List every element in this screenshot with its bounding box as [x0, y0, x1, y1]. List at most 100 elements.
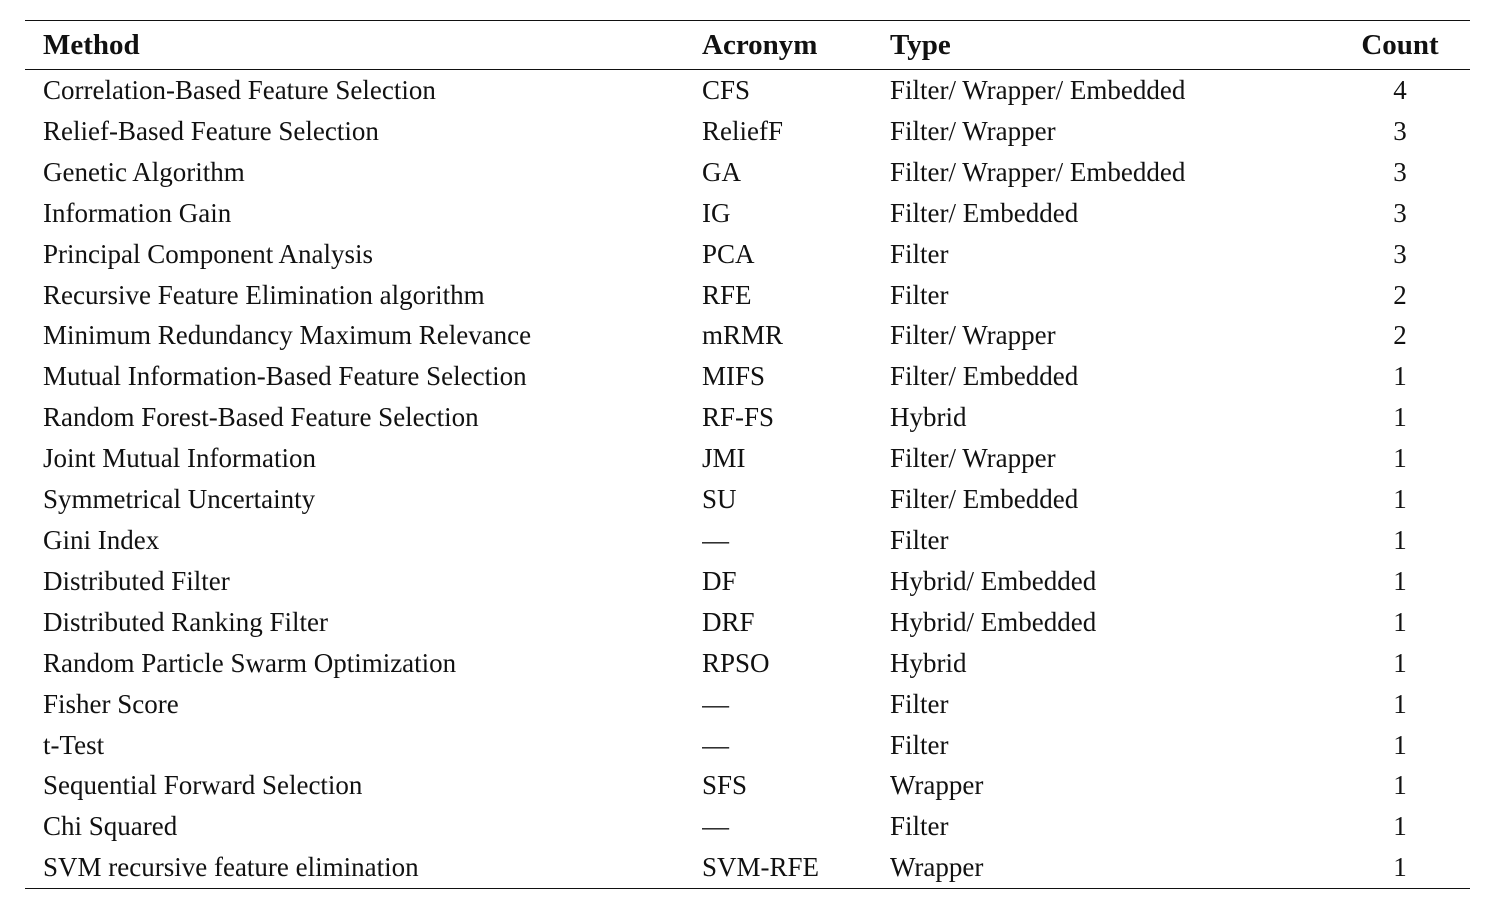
cell-type: Filter/ Embedded — [890, 484, 1079, 515]
cell-acronym: MIFS — [702, 361, 766, 392]
cell-acronym: RFE — [702, 279, 752, 310]
table-row: Random Particle Swarm Optimization RPSO Hy… — [25, 643, 1470, 684]
header-type: Type — [890, 29, 951, 61]
cell-count: 3 — [1393, 115, 1407, 146]
cell-count: 1 — [1393, 565, 1407, 596]
cell-method: Mutual Information-Based Feature Selecti… — [43, 361, 527, 392]
cell-type: Hybrid — [890, 647, 967, 678]
cell-acronym: — — [702, 729, 729, 760]
cell-method: Random Forest-Based Feature Selection — [43, 402, 479, 433]
cell-method: Principal Component Analysis — [43, 238, 373, 269]
cell-count: 1 — [1393, 811, 1407, 842]
cell-acronym: — — [702, 688, 729, 719]
table-row: Mutual Information-Based Feature Selecti… — [25, 356, 1470, 397]
cell-acronym: CFS — [702, 75, 751, 105]
cell-acronym: RPSO — [702, 647, 770, 678]
cell-acronym: RF-FS — [702, 402, 775, 433]
cell-method: Relief-Based Feature Selection — [43, 115, 379, 146]
cell-count: 1 — [1393, 443, 1407, 474]
cell-count: 3 — [1393, 238, 1407, 269]
cell-acronym: SVM-RFE — [702, 852, 820, 883]
cell-method: Sequential Forward Selection — [43, 770, 363, 801]
cell-method: Random Particle Swarm Optimization — [43, 647, 457, 678]
header-row: Method Acronym Type Count — [25, 21, 1470, 69]
header-rule — [25, 69, 1470, 70]
cell-type: Wrapper — [890, 770, 984, 801]
cell-count: 1 — [1393, 361, 1407, 392]
cell-type: Filter — [890, 279, 949, 310]
cell-count: 2 — [1393, 279, 1407, 310]
cell-count: 1 — [1393, 402, 1407, 433]
feature-selection-table: Method Acronym Type Count Correlation-Ba… — [25, 20, 1470, 890]
cell-acronym: — — [702, 524, 729, 555]
table-row: Fisher Score — Filter 1 — [25, 684, 1470, 725]
cell-acronym: — — [702, 811, 729, 842]
cell-method: Recursive Feature Elimination algorithm — [43, 279, 485, 310]
cell-type: Wrapper — [890, 852, 984, 883]
cell-count: 1 — [1393, 729, 1407, 760]
cell-type: Filter/ Embedded — [890, 197, 1079, 228]
cell-method: Joint Mutual Information — [43, 443, 316, 474]
cell-acronym: DF — [702, 565, 737, 596]
table-row: Gini Index — Filter 1 — [25, 520, 1470, 561]
table-row: Recursive Feature Elimination algorithm R… — [25, 275, 1470, 316]
bottom-rule — [25, 888, 1470, 890]
cell-count: 3 — [1393, 197, 1407, 228]
header-acronym: Acronym — [702, 29, 818, 61]
cell-count: 4 — [1393, 75, 1407, 105]
table-row: Correlation-Based Feature Selection CFS Fi… — [25, 70, 1470, 111]
cell-method: Chi Squared — [43, 811, 178, 842]
cell-count: 3 — [1393, 156, 1407, 187]
table-row: Symmetrical Uncertainty SU Filter/ Embedde… — [25, 479, 1470, 520]
cell-acronym: SFS — [702, 770, 748, 801]
cell-type: Filter/ Wrapper/ Embedded — [890, 75, 1186, 105]
table-row: Chi Squared — Filter 1 — [25, 806, 1470, 847]
table-row: SVM recursive feature elimination SVM-RFE… — [25, 847, 1470, 888]
header-count: Count — [1361, 29, 1439, 61]
cell-type: Filter/ Wrapper — [890, 115, 1056, 146]
cell-type: Hybrid/ Embedded — [890, 565, 1097, 596]
cell-acronym: GA — [702, 156, 741, 187]
table-row: Distributed Ranking Filter DRF Hybrid/ Emb… — [25, 602, 1470, 643]
cell-method: Correlation-Based Feature Selection — [43, 75, 436, 105]
table-row: Random Forest-Based Feature Selection RF-… — [25, 397, 1470, 438]
cell-acronym: SU — [702, 484, 737, 515]
cell-type: Filter — [890, 811, 949, 842]
table-row: Relief-Based Feature Selection ReliefF Fil… — [25, 111, 1470, 152]
cell-type: Filter — [890, 688, 949, 719]
table-row: Genetic Algorithm GA Filter/ Wrapper/ Embe… — [25, 152, 1470, 193]
cell-count: 1 — [1393, 606, 1407, 637]
table-row: Sequential Forward Selection SFS Wrapper 1 — [25, 765, 1470, 806]
top-rule — [25, 20, 1470, 21]
cell-method: Minimum Redundancy Maximum Relevance — [43, 320, 532, 351]
cell-type: Filter/ Wrapper — [890, 443, 1056, 474]
table-body: Correlation-Based Feature Selection CFS Fi… — [25, 70, 1470, 888]
cell-acronym: mRMR — [702, 320, 784, 351]
cell-method: t-Test — [43, 729, 105, 760]
cell-type: Filter/ Embedded — [890, 361, 1079, 392]
cell-count: 1 — [1393, 688, 1407, 719]
table-row: Joint Mutual Information JMI Filter/ Wrapp… — [25, 438, 1470, 479]
table-header: Method Acronym Type Count — [25, 21, 1470, 69]
cell-count: 1 — [1393, 852, 1407, 883]
cell-acronym: IG — [702, 197, 731, 228]
cell-method: Distributed Filter — [43, 565, 230, 596]
cell-count: 2 — [1393, 320, 1407, 351]
table-row: Information Gain IG Filter/ Embedded 3 — [25, 193, 1470, 234]
cell-type: Filter/ Wrapper — [890, 320, 1056, 351]
cell-method: Genetic Algorithm — [43, 156, 245, 187]
header-method: Method — [43, 29, 140, 61]
cell-type: Hybrid — [890, 402, 967, 433]
cell-acronym: DRF — [702, 606, 755, 637]
cell-method: SVM recursive feature elimination — [43, 852, 419, 883]
table-row: Distributed Filter DF Hybrid/ Embedded 1 — [25, 561, 1470, 602]
cell-method: Information Gain — [43, 197, 232, 228]
cell-method: Fisher Score — [43, 688, 179, 719]
table-row: t-Test — Filter 1 — [25, 725, 1470, 766]
cell-type: Filter/ Wrapper/ Embedded — [890, 156, 1186, 187]
cell-type: Filter — [890, 238, 949, 269]
cell-acronym: PCA — [702, 238, 755, 269]
cell-method: Gini Index — [43, 524, 160, 555]
cell-acronym: JMI — [702, 443, 746, 474]
cell-count: 1 — [1393, 484, 1407, 515]
